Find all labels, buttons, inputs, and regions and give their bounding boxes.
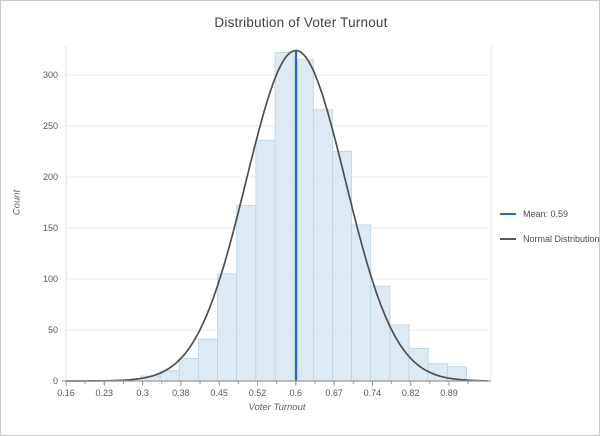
- y-tick-label: 50: [48, 325, 58, 335]
- normal-curve: [66, 49, 488, 382]
- y-tick-label: 100: [43, 274, 58, 284]
- y-tick-label: 250: [43, 121, 58, 131]
- x-tick-label: 0.45: [210, 388, 228, 398]
- y-axis-label: Count: [11, 189, 23, 216]
- x-tick-label: 0.23: [96, 388, 114, 398]
- histogram-bar: [198, 338, 218, 382]
- x-tick-label: 0.74: [364, 388, 382, 398]
- mean-line-swatch: [500, 213, 516, 215]
- histogram-bar: [255, 139, 276, 382]
- y-tick-label: 300: [43, 70, 58, 80]
- legend: Mean: 0.59 Normal Distribution: [500, 209, 600, 259]
- histogram-bar: [312, 109, 333, 382]
- histogram-bar: [178, 358, 199, 382]
- legend-label-mean: Mean: 0.59: [523, 209, 569, 219]
- legend-item-mean: Mean: 0.59: [500, 209, 599, 219]
- y-tick-label: 0: [53, 376, 58, 386]
- x-tick-label: 0.67: [325, 388, 343, 398]
- histogram-bar: [370, 285, 391, 382]
- y-tick-label: 150: [43, 223, 58, 233]
- legend-item-normal: Normal Distribution: [500, 234, 600, 244]
- x-tick-label: 0.6: [290, 388, 303, 398]
- x-tick-label: 0.38: [172, 388, 190, 398]
- x-tick-label: 0.52: [249, 388, 267, 398]
- histogram-bar: [236, 205, 257, 382]
- y-tick-label: 200: [43, 172, 58, 182]
- histogram-bar: [217, 273, 238, 382]
- x-tick-label: 0.89: [440, 388, 458, 398]
- x-tick-label: 0.82: [402, 388, 420, 398]
- histogram-bar: [332, 151, 353, 382]
- x-tick-label: 0.16: [57, 388, 75, 398]
- legend-label-normal: Normal Distribution: [523, 234, 600, 244]
- histogram-bar: [351, 224, 372, 382]
- chart-title: Distribution of Voter Turnout: [214, 15, 388, 30]
- x-tick-label: 0.3: [136, 388, 149, 398]
- x-axis-label: Voter Turnout: [248, 402, 306, 413]
- normal-curve-swatch: [500, 238, 516, 240]
- histogram-bar: [274, 52, 295, 382]
